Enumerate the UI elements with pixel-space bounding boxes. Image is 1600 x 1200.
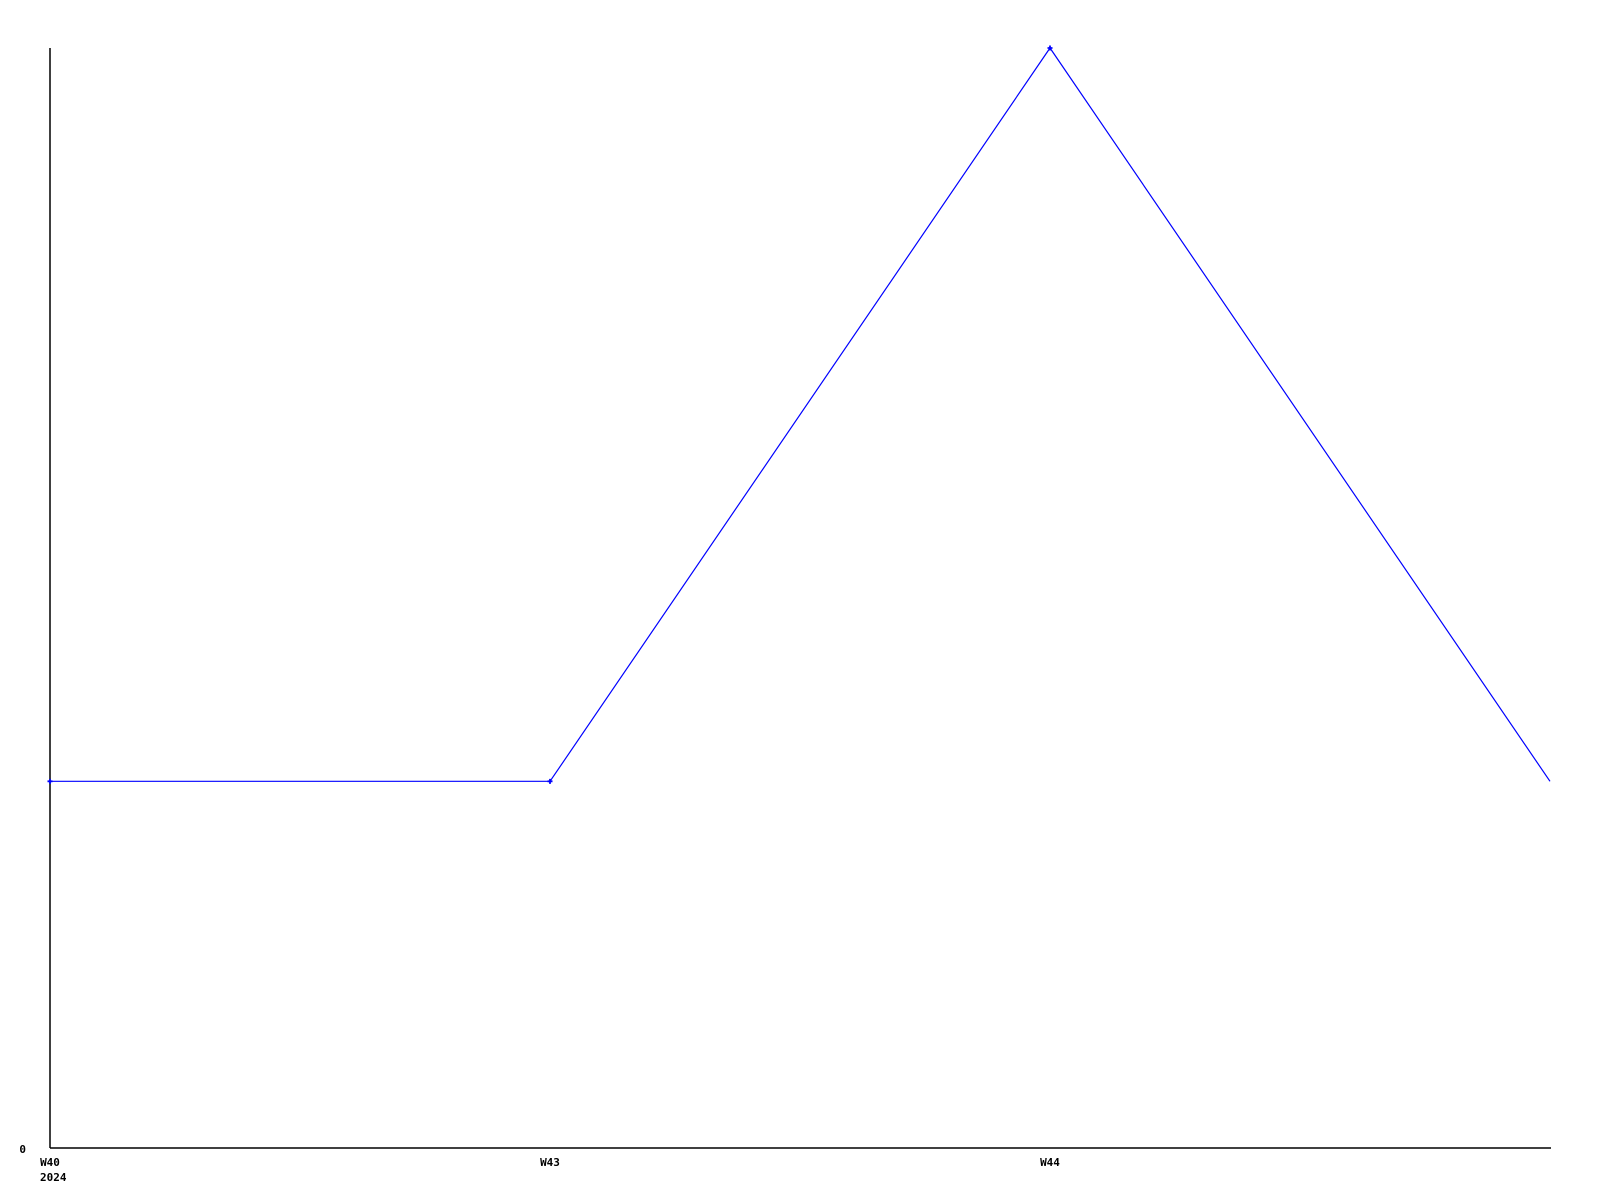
x-tick-label-w40: W40 bbox=[40, 1156, 60, 1169]
series-marker bbox=[547, 778, 553, 784]
x-tick-label-w43: W43 bbox=[540, 1156, 560, 1169]
series-line bbox=[50, 46, 1551, 782]
series-marker bbox=[1047, 45, 1053, 51]
y-axis-zero-label: 0 bbox=[19, 1143, 26, 1156]
x-tick-label-w44: W44 bbox=[1040, 1156, 1060, 1169]
series-marker bbox=[47, 778, 53, 784]
series-markers bbox=[47, 45, 1053, 784]
x-tick-year-label: 2024 bbox=[40, 1171, 67, 1184]
